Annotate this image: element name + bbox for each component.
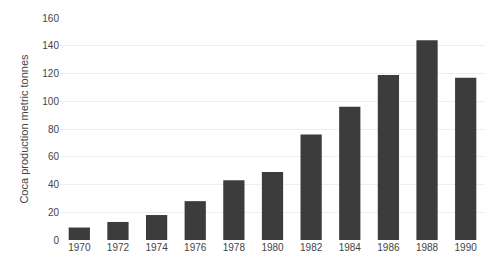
svg-text:140: 140	[42, 40, 59, 51]
svg-text:1974: 1974	[145, 242, 168, 253]
svg-text:60: 60	[48, 151, 60, 162]
svg-text:100: 100	[42, 96, 59, 107]
svg-text:1972: 1972	[107, 242, 130, 253]
svg-text:160: 160	[42, 13, 59, 24]
svg-text:0: 0	[53, 235, 59, 246]
svg-text:120: 120	[42, 68, 59, 79]
svg-text:1980: 1980	[261, 242, 284, 253]
svg-text:1984: 1984	[339, 242, 362, 253]
svg-text:1986: 1986	[377, 242, 400, 253]
svg-text:1988: 1988	[416, 242, 439, 253]
svg-text:40: 40	[48, 179, 60, 190]
svg-text:1990: 1990	[455, 242, 478, 253]
svg-text:1982: 1982	[300, 242, 323, 253]
svg-text:1970: 1970	[68, 242, 91, 253]
svg-text:20: 20	[48, 207, 60, 218]
svg-text:Coca production metric tonnes: Coca production metric tonnes	[18, 54, 30, 204]
svg-text:80: 80	[48, 124, 60, 135]
svg-text:1976: 1976	[184, 242, 207, 253]
svg-text:1978: 1978	[223, 242, 246, 253]
